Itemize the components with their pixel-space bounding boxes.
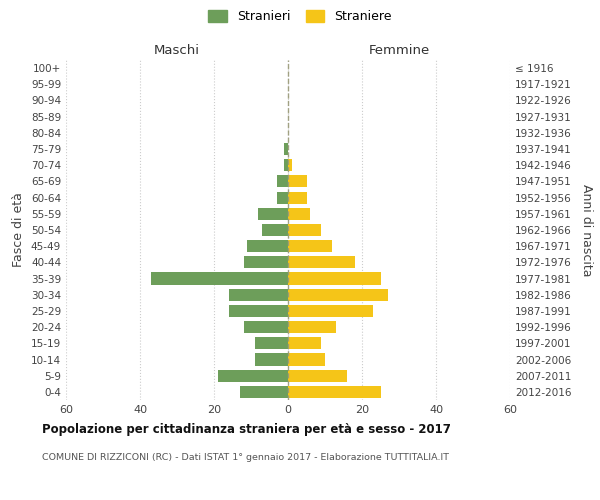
Bar (288, 386, 380, 398)
Bar (288, 305, 373, 317)
Y-axis label: Anni di nascita: Anni di nascita (580, 184, 593, 276)
Bar (288, 338, 322, 349)
Text: COMUNE DI RIZZICONI (RC) - Dati ISTAT 1° gennaio 2017 - Elaborazione TUTTITALIA.: COMUNE DI RIZZICONI (RC) - Dati ISTAT 1°… (42, 452, 449, 462)
Bar (229, 305, 288, 317)
Bar (277, 176, 288, 188)
Bar (254, 338, 288, 349)
Bar (288, 354, 325, 366)
Bar (284, 143, 288, 155)
Bar (288, 192, 307, 203)
Bar (288, 288, 388, 301)
Text: Femmine: Femmine (368, 44, 430, 57)
Bar (288, 159, 292, 172)
Bar (262, 224, 288, 236)
Bar (254, 354, 288, 366)
Bar (240, 386, 288, 398)
Bar (288, 240, 332, 252)
Bar (151, 272, 288, 284)
Bar (288, 224, 322, 236)
Bar (288, 176, 307, 188)
Bar (259, 208, 288, 220)
Bar (284, 159, 288, 172)
Bar (247, 240, 288, 252)
Bar (288, 272, 380, 284)
Bar (277, 192, 288, 203)
Bar (288, 256, 355, 268)
Bar (288, 321, 336, 333)
Y-axis label: Fasce di età: Fasce di età (13, 192, 25, 268)
Text: Popolazione per cittadinanza straniera per età e sesso - 2017: Popolazione per cittadinanza straniera p… (42, 422, 451, 436)
Text: Maschi: Maschi (154, 44, 200, 57)
Legend: Stranieri, Straniere: Stranieri, Straniere (205, 6, 395, 27)
Bar (288, 208, 310, 220)
Bar (229, 288, 288, 301)
Bar (288, 370, 347, 382)
Bar (218, 370, 288, 382)
Bar (244, 256, 288, 268)
Bar (244, 321, 288, 333)
